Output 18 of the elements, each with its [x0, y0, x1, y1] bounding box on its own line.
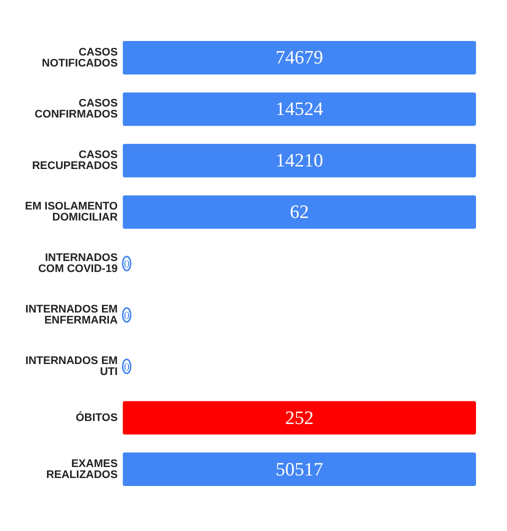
- category-label: INTERNADOS EM ENFERMARIA: [25, 303, 118, 326]
- data-label: 0: [124, 361, 130, 374]
- data-label: 50517: [276, 459, 324, 480]
- data-label: 252: [285, 408, 314, 429]
- category-label: EXAMES REALIZADOS: [46, 458, 118, 481]
- category-label: ÓBITOS: [76, 410, 118, 424]
- category-label: CASOS NOTIFICADOS: [42, 46, 118, 70]
- category-label: CASOS CONFIRMADOS: [34, 98, 118, 121]
- data-label: 0: [124, 258, 130, 270]
- data-label: 0: [124, 310, 130, 322]
- category-label: INTERNADOS COM COVID-19: [38, 252, 118, 276]
- data-label: 62: [290, 202, 309, 224]
- data-label: 74679: [276, 48, 324, 69]
- data-label: 14210: [276, 150, 324, 172]
- data-label: 14524: [276, 99, 324, 120]
- category-label: CASOS RECUPERADOS: [32, 149, 118, 172]
- category-label: INTERNADOS EM UTI: [25, 354, 118, 378]
- category-label: EM ISOLAMENTO DOMICILIAR: [24, 200, 118, 224]
